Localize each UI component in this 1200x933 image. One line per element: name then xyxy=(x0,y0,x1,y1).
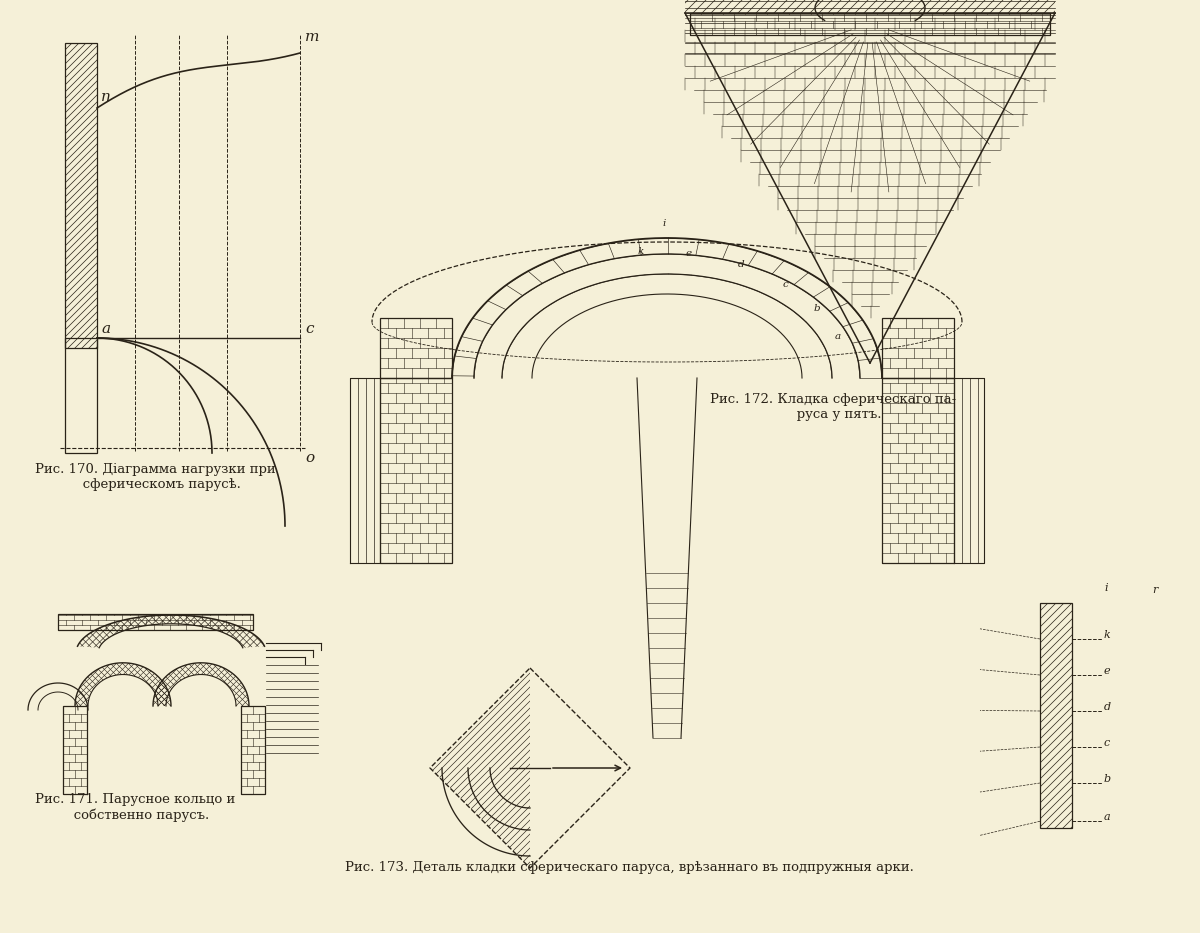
Text: d: d xyxy=(1104,702,1111,712)
Bar xyxy=(380,378,452,563)
Bar xyxy=(690,13,1050,35)
Bar xyxy=(241,706,265,794)
Text: e: e xyxy=(686,249,692,258)
Text: c: c xyxy=(305,322,313,336)
Text: d: d xyxy=(738,260,744,270)
Bar xyxy=(882,378,954,563)
Text: Рис. 173. Деталь кладки сферическаго паруса, врѣзаннаго въ подпружныя арки.: Рис. 173. Деталь кладки сферическаго пар… xyxy=(346,861,914,874)
Text: k: k xyxy=(637,247,643,257)
Text: Рис. 172. Кладка сферическаго па-
   руса у пятъ.: Рис. 172. Кладка сферическаго па- руса у… xyxy=(710,393,956,421)
Bar xyxy=(58,614,253,630)
Bar xyxy=(65,43,97,348)
Text: i: i xyxy=(1104,583,1108,593)
Text: k: k xyxy=(1104,630,1111,640)
Text: o: o xyxy=(305,451,314,465)
Text: i: i xyxy=(662,219,665,228)
Text: a: a xyxy=(1104,813,1111,822)
Text: a: a xyxy=(834,332,840,341)
Text: c: c xyxy=(782,280,788,289)
Text: Рис. 170. Діаграмма нагрузки при
   сферическомъ парусѣ.: Рис. 170. Діаграмма нагрузки при сфериче… xyxy=(35,463,276,491)
Text: b: b xyxy=(1104,774,1111,784)
Bar xyxy=(65,338,97,453)
Text: m: m xyxy=(305,30,319,44)
Bar xyxy=(882,318,954,378)
Text: b: b xyxy=(814,304,821,313)
Text: a: a xyxy=(101,322,110,336)
Text: c: c xyxy=(1104,738,1110,748)
Text: n: n xyxy=(101,90,110,104)
Bar xyxy=(380,318,452,378)
Bar xyxy=(64,706,88,794)
Text: r: r xyxy=(1152,585,1157,595)
Bar xyxy=(1040,603,1072,828)
Text: e: e xyxy=(1104,666,1111,676)
Text: Рис. 171. Парусное кольцо и
   собственно парусъ.: Рис. 171. Парусное кольцо и собственно п… xyxy=(35,793,235,822)
